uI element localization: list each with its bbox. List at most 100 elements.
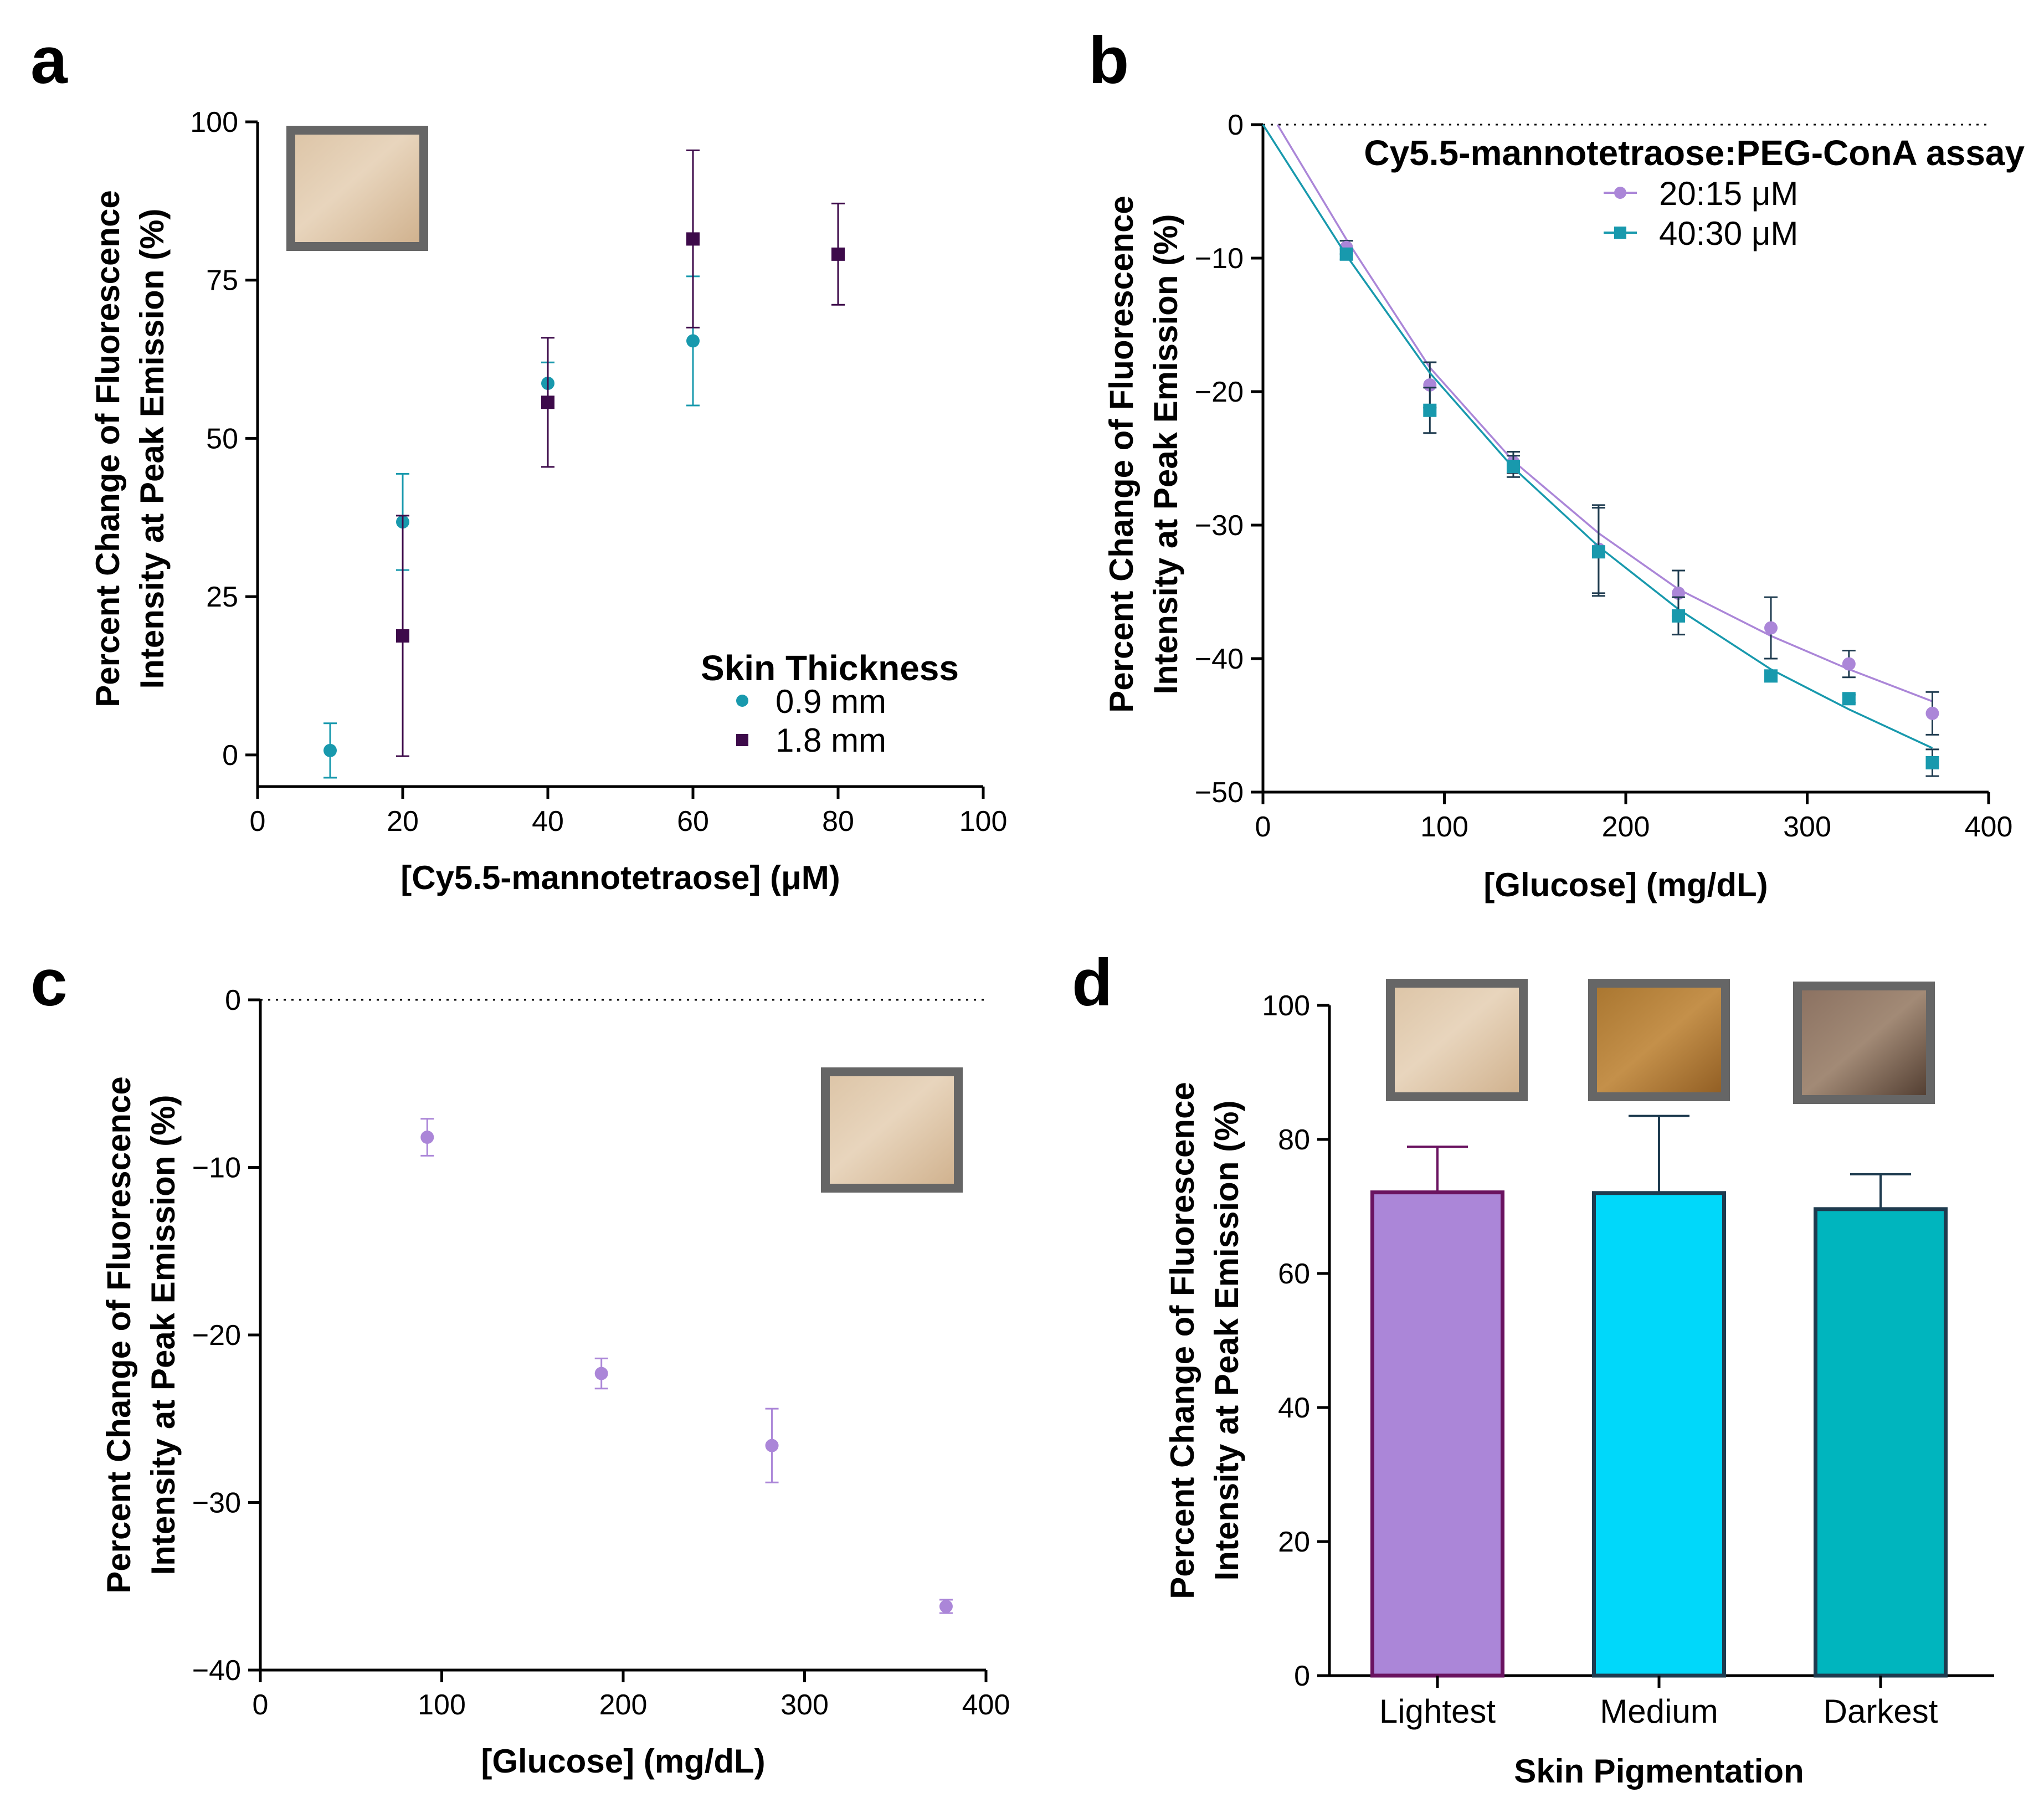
y-axis-title-line1: Percent Change of Fluorescence	[89, 190, 126, 707]
x-tick-label: 100	[418, 1689, 466, 1721]
x-tick-label: Darkest	[1824, 1693, 1938, 1730]
data-point	[686, 334, 700, 348]
fit-curve	[1276, 124, 1933, 702]
x-tick-label: 200	[1602, 811, 1650, 843]
x-tick-label: 0	[250, 805, 266, 838]
data-point	[686, 232, 700, 246]
y-tick-label: −10	[192, 1152, 241, 1184]
y-tick-label: −30	[192, 1487, 241, 1519]
legend-marker-1.8mm	[736, 734, 748, 746]
skin-inset-lightest	[1386, 979, 1528, 1101]
data-point	[541, 396, 554, 409]
panel-label-b: b	[1088, 23, 1129, 97]
legend: Cy5.5-mannotetraose:PEG-ConA assay 20:15…	[1364, 133, 2025, 252]
y-tick-label: 25	[206, 581, 238, 613]
panel-c: c 0 −10 −20 −30 −40 0 100 200 300 400 Percent Ch…	[30, 946, 1010, 1780]
y-tick-label: 20	[1278, 1526, 1310, 1558]
y-tick-label: −20	[192, 1319, 241, 1352]
data-point	[1339, 247, 1353, 261]
data-point	[939, 1600, 953, 1614]
y-tick-label: 0	[225, 984, 241, 1016]
x-tick-label: 200	[599, 1689, 648, 1721]
y-tick-label: −40	[192, 1655, 241, 1687]
skin-inset-light	[286, 126, 428, 251]
x-tick-label: 400	[962, 1689, 1010, 1721]
x-axis-title: [Glucose] (mg/dL)	[481, 1743, 765, 1780]
panel-d: d 0 20 40 60 80 100 Lightest Medium Darkest Per…	[1072, 946, 1994, 1790]
y-tick-label: 50	[206, 423, 238, 455]
x-tick-label: 100	[1420, 811, 1468, 843]
y-tick-label: 0	[1228, 109, 1244, 141]
x-tick-label: 40	[532, 805, 564, 838]
x-tick-label: 20	[387, 805, 419, 838]
y-tick-label: 100	[1262, 990, 1310, 1022]
x-tick-label: 400	[1965, 811, 2013, 843]
data-point	[1842, 657, 1856, 671]
panel-a: a 0 25 50 75 100 0 20 40 60 80 100 Percent Change…	[30, 23, 1007, 896]
x-tick-label: 0	[1255, 811, 1271, 843]
skin-inset-light	[821, 1067, 963, 1193]
data-point	[1591, 545, 1605, 559]
y-tick-label: 80	[1278, 1124, 1310, 1156]
legend-label-20-15: 20:15 μM	[1659, 175, 1798, 212]
y-tick-label: −30	[1195, 510, 1244, 542]
data-point	[831, 247, 845, 261]
panel-b: b 0 −10 −20 −30 −40 −50 0 100 200 300 400 Percent…	[1088, 23, 2025, 903]
data-point	[1925, 756, 1939, 769]
legend-marker-20-15	[1614, 187, 1626, 199]
y-tick-label: 60	[1278, 1258, 1310, 1290]
legend-marker-40-30	[1614, 227, 1626, 239]
data-point	[1506, 459, 1520, 473]
data-point	[1925, 706, 1939, 720]
x-axis-title: [Glucose] (mg/dL)	[1483, 866, 1768, 903]
y-tick-label: 100	[190, 106, 238, 138]
x-tick-label: 300	[1783, 811, 1831, 843]
y-tick-label: −40	[1195, 643, 1244, 675]
y-axis-title-line2: Intensity at Peak Emission (%)	[1208, 1101, 1245, 1581]
y-axis-title-line1: Percent Change of Fluorescence	[1103, 196, 1140, 713]
y-tick-label: 75	[206, 265, 238, 297]
x-axis-title: Skin Pigmentation	[1514, 1753, 1804, 1790]
bar-lightest	[1370, 1190, 1504, 1678]
panel-label-c: c	[30, 946, 68, 1020]
legend-label-0.9mm: 0.9 mm	[776, 683, 886, 720]
y-axis-title-line2: Intensity at Peak Emission (%)	[133, 209, 171, 689]
y-axis-title-line2: Intensity at Peak Emission (%)	[145, 1095, 182, 1575]
legend-label-40-30: 40:30 μM	[1659, 215, 1798, 252]
data-point	[1764, 669, 1778, 683]
legend-title: Cy5.5-mannotetraose:PEG-ConA assay	[1364, 133, 2025, 173]
data-point	[1671, 609, 1685, 623]
legend: Skin Thickness 0.9 mm 1.8 mm	[701, 648, 959, 759]
data-point	[396, 629, 409, 643]
bar-darkest	[1814, 1207, 1948, 1678]
fit-curve	[1262, 124, 1933, 749]
panel-label-d: d	[1072, 946, 1112, 1020]
skin-inset-darkest	[1793, 982, 1935, 1104]
skin-inset-medium	[1588, 979, 1730, 1101]
data-point	[1764, 621, 1778, 635]
x-tick-label: 60	[677, 805, 709, 838]
x-tick-label: Lightest	[1379, 1693, 1496, 1730]
y-tick-label: −20	[1195, 376, 1244, 408]
y-axis-title-line1: Percent Change of Fluorescence	[1164, 1082, 1201, 1599]
bar-medium	[1592, 1191, 1726, 1678]
y-tick-label: −50	[1195, 777, 1244, 809]
x-tick-label: Medium	[1600, 1693, 1718, 1730]
x-tick-label: 300	[780, 1689, 829, 1721]
x-tick-label: 80	[822, 805, 854, 838]
x-tick-label: 100	[959, 805, 1008, 838]
y-axis-title-line2: Intensity at Peak Emission (%)	[1147, 214, 1184, 695]
x-axis-title: [Cy5.5-mannotetraose] (μM)	[400, 859, 840, 896]
legend-marker-0.9mm	[736, 695, 748, 707]
x-tick-label: 0	[253, 1689, 269, 1721]
data-point	[1842, 692, 1856, 706]
legend-label-1.8mm: 1.8 mm	[776, 722, 886, 759]
data-point	[420, 1131, 434, 1144]
y-tick-label: 40	[1278, 1392, 1310, 1424]
y-tick-label: −10	[1195, 243, 1244, 275]
data-point	[765, 1439, 779, 1452]
data-point	[594, 1367, 608, 1380]
y-axis-title-line1: Percent Change of Fluorescence	[100, 1076, 137, 1594]
legend-title: Skin Thickness	[701, 648, 959, 688]
